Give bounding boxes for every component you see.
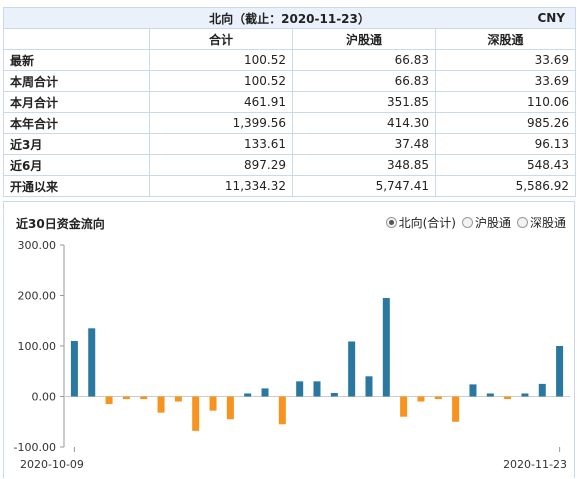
table-row: 近3月 133.61 37.48 96.13 [3,133,577,155]
cell-total: 100.52 [149,70,293,92]
bar [330,392,338,397]
y-tick-label: 200.00 [18,290,57,303]
bar [538,383,546,397]
table-header-row: 合计 沪股通 深股通 [3,28,577,50]
cell-total: 11,334.32 [149,175,293,197]
table-row: 本年合计 1,399.56 414.30 985.26 [3,112,577,134]
bar [504,396,512,400]
column-header-total: 合计 [149,28,293,50]
x-start-label: 2020-10-09 [20,458,84,471]
bar [70,340,78,397]
radio-option-sz[interactable]: 深股通 [516,214,566,231]
cell-sz: 33.69 [434,49,577,71]
bar [105,396,113,405]
column-header [3,28,150,50]
radio-option-north[interactable]: 北向(合计) [385,214,456,231]
cell-sh: 37.48 [292,133,436,155]
row-label: 最新 [3,49,150,71]
bar [261,388,269,397]
cell-sh: 66.83 [292,49,436,71]
bar [452,396,460,422]
summary-panel: 北向（截止：2020-11-23） CNY 合计 沪股通 深股通 最新 100.… [2,7,577,197]
row-label: 本月合计 [3,91,150,113]
bar [244,393,252,397]
bar [521,393,529,397]
bar [174,396,182,402]
bar [88,328,96,397]
column-header-sh: 沪股通 [292,28,436,50]
cell-total: 133.61 [149,133,293,155]
y-tick-label: 0.00 [32,391,57,404]
bar [417,396,425,402]
row-label: 本周合计 [3,70,150,92]
bar [226,396,234,420]
radio-label-sh: 沪股通 [474,216,511,230]
bar [140,396,148,400]
bar [122,396,130,400]
radio-label-sz: 深股通 [529,216,566,230]
table-row: 本周合计 100.52 66.83 33.69 [3,70,577,92]
bar [469,384,477,397]
cell-sh: 414.30 [292,112,436,134]
cell-total: 461.91 [149,91,293,113]
x-end-label: 2020-11-23 [503,458,567,471]
bar [365,376,373,397]
summary-table: 北向（截止：2020-11-23） CNY 合计 沪股通 深股通 最新 100.… [2,7,577,197]
y-tick-label: 300.00 [18,239,57,252]
radio-icon[interactable] [461,217,473,228]
chart-panel: 近30日资金流向 北向(合计) 沪股通 深股通 300.00 200.00 100.… [3,201,575,478]
bar [486,393,494,397]
table-caption-row: 北向（截止：2020-11-23） CNY [2,7,577,29]
bar [556,346,564,397]
table-row: 最新 100.52 66.83 33.69 [3,49,577,71]
table-row: 开通以来 11,334.32 5,747.41 5,586.92 [3,175,577,197]
cell-sz: 110.06 [434,91,577,113]
caption-text: 北向（截止：2020-11-23） [209,11,370,26]
radio-option-sh[interactable]: 沪股通 [461,214,511,231]
cell-sh: 5,747.41 [292,175,436,197]
cell-total: 897.29 [149,154,293,176]
bar [192,396,200,431]
cell-sz: 5,586.92 [434,175,577,197]
currency-label: CNY [537,11,566,25]
row-label: 近3月 [3,133,150,155]
row-label: 近6月 [3,154,150,176]
bar [434,396,442,400]
y-tick-label: -100.00 [14,441,56,454]
table-row: 近6月 897.29 348.85 548.43 [3,154,577,176]
flow-bar-chart: 300.00 200.00 100.00 0.00 -100.00 2020-10-09 2… [14,239,570,471]
cell-total: 100.52 [149,49,293,71]
series-selector: 北向(合计) 沪股通 深股通 [385,214,566,231]
bar [157,396,165,413]
radio-icon[interactable] [516,217,528,228]
row-label: 开通以来 [3,175,150,197]
cell-sz: 96.13 [434,133,577,155]
radio-label-north: 北向(合计) [398,216,456,230]
table-row: 本月合计 461.91 351.85 110.06 [3,91,577,113]
bar [382,298,390,397]
bar [278,396,286,425]
column-header-sz: 深股通 [434,28,577,50]
cell-sh: 66.83 [292,70,436,92]
cell-sz: 548.43 [434,154,577,176]
bar [209,396,217,411]
row-label: 本年合计 [3,112,150,134]
bar [400,396,408,417]
radio-selected-icon[interactable] [385,217,397,228]
cell-sh: 351.85 [292,91,436,113]
cell-sz: 985.26 [434,112,577,134]
cell-sh: 348.85 [292,154,436,176]
table-caption: 北向（截止：2020-11-23） CNY [2,7,577,29]
bar [296,381,304,397]
y-tick-label: 100.00 [18,340,57,353]
bar [348,341,356,397]
chart-panel-title: 近30日资金流向 [16,217,105,231]
bar [313,381,321,397]
cell-total: 1,399.56 [149,112,293,134]
cell-sz: 33.69 [434,70,577,92]
